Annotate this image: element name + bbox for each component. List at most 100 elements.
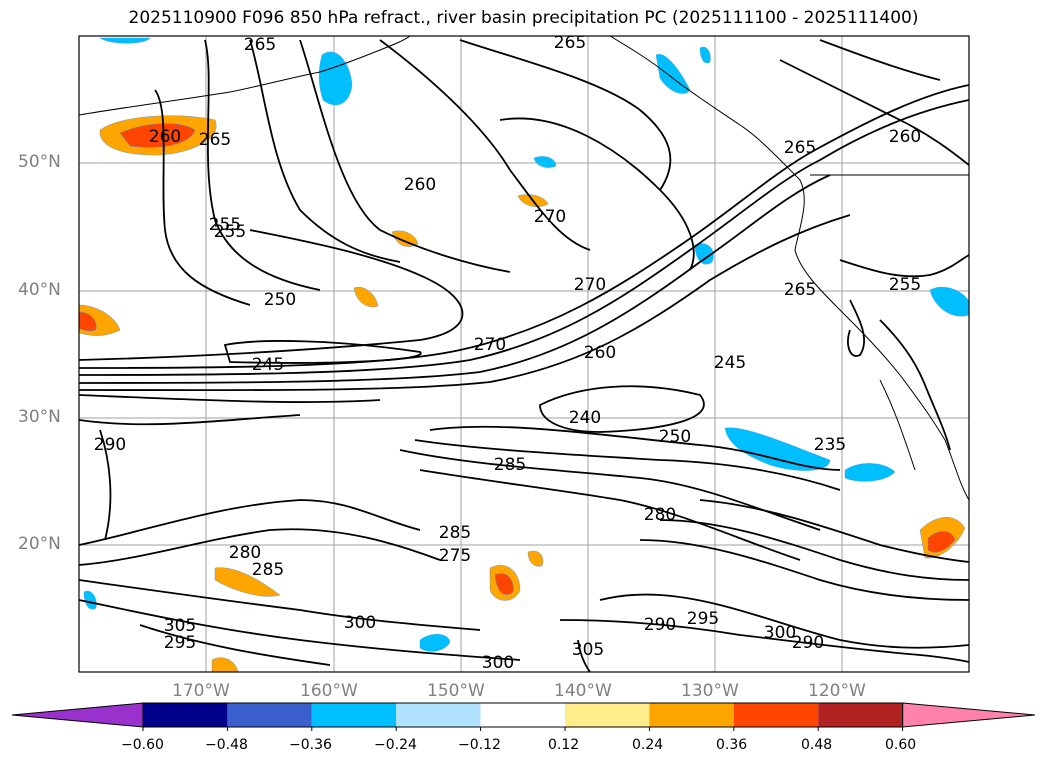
refractivity-contour [223, 340, 422, 364]
cbar-tick-label: 0.12 [548, 737, 580, 753]
colorbar-outline [142, 702, 904, 728]
refractivity-contour [79, 499, 421, 546]
refractivity-contour [639, 539, 969, 601]
contour-label: 305 [572, 640, 604, 660]
cbar-tick-label: 0.24 [632, 737, 664, 753]
contour-label: 270 [574, 275, 606, 295]
contour-label: 255 [209, 215, 241, 235]
contour-label: 275 [439, 546, 471, 566]
refractivity-contour [429, 425, 841, 471]
contour-label: 295 [687, 609, 719, 629]
colorbar-segment [311, 703, 397, 727]
refractivity-contour [659, 519, 969, 581]
refractivity-contour [299, 39, 511, 273]
refractivity-contour [154, 89, 251, 306]
cbar-tick-label: −0.48 [205, 737, 248, 753]
colorbar-segment [565, 703, 650, 727]
refractivity-contour [79, 229, 464, 361]
refractivity-contour [79, 84, 969, 369]
anomaly-patch [929, 286, 969, 317]
cbar-tick-label: −0.12 [458, 737, 501, 753]
contour-label: 245 [252, 355, 284, 375]
refractivity-contour [204, 39, 321, 291]
refractivity-contour [79, 174, 831, 384]
contour-label: 255 [889, 275, 921, 295]
refractivity-contour [414, 439, 841, 491]
anomaly-patch [533, 156, 557, 168]
refractivity-contour [459, 39, 672, 191]
lat-label-30n: 30°N [18, 407, 61, 427]
anomaly-patch [79, 311, 97, 332]
lon-label-150w: 150°W [427, 681, 485, 701]
anomaly-patch [119, 123, 196, 148]
cbar-tick-label: −0.60 [121, 737, 164, 753]
contour-label: 235 [814, 435, 846, 455]
anomaly-patch [844, 463, 896, 482]
contour-label: 250 [659, 427, 691, 447]
contour-label: 300 [344, 613, 376, 633]
cbar-tick-label: 0.60 [885, 737, 917, 753]
coastline [879, 379, 916, 471]
contour-label: 300 [764, 623, 796, 643]
colorbar-segment [227, 703, 312, 727]
anomaly-patch [318, 51, 353, 106]
lat-label-40n: 40°N [18, 280, 61, 300]
refractivity-contour [879, 319, 951, 451]
anomaly-patch [694, 243, 714, 265]
refractivity-contour [419, 469, 801, 561]
refractivity-contour [539, 385, 705, 433]
contour-label: 255 [214, 222, 246, 242]
refractivity-contour [839, 254, 969, 278]
colorbar-segment [396, 703, 481, 727]
refractivity-contour [99, 429, 112, 541]
lat-label-50n: 50°N [18, 152, 61, 172]
anomaly-patch [927, 531, 956, 553]
contour-label: 260 [584, 343, 616, 363]
contour-label: 265 [784, 280, 816, 300]
coastline [79, 36, 411, 116]
map-frame [78, 35, 970, 673]
anomaly-patch [527, 550, 544, 567]
colorbar-segment [649, 703, 734, 727]
contour-label: 260 [149, 127, 181, 147]
contour-label: 305 [164, 616, 196, 636]
lon-label-120w: 120°W [808, 681, 866, 701]
refractivity-contour [139, 624, 331, 666]
contour-label: 285 [494, 455, 526, 475]
colorbar-extend-max [902, 702, 1036, 728]
anomaly-patch [655, 54, 691, 94]
lon-label-140w: 140°W [554, 681, 612, 701]
map-title: 2025110900 F096 850 hPa refract., river … [128, 8, 919, 28]
contour-label: 265 [244, 35, 276, 55]
cbar-tick-label: −0.24 [374, 737, 417, 753]
refractivity-contour [79, 579, 481, 631]
contour-label: 270 [534, 207, 566, 227]
contour-label: 290 [792, 633, 824, 653]
contour-label: 265 [554, 33, 586, 53]
refractivity-contour [559, 619, 969, 663]
lon-label-160w: 160°W [300, 681, 358, 701]
refractivity-contour [249, 39, 401, 263]
contour-label: 270 [474, 335, 506, 355]
contour-label: 280 [644, 505, 676, 525]
anomaly-patch [699, 46, 711, 64]
refractivity-contour [79, 99, 969, 376]
anomaly-patch [99, 37, 151, 44]
contour-label: 295 [164, 633, 196, 653]
contour-label: 245 [714, 353, 746, 373]
refractivity-contour [847, 299, 865, 357]
refractivity-contour [79, 214, 851, 392]
contour-label: 260 [889, 127, 921, 147]
colorbar-segment [143, 703, 228, 727]
contour-label: 250 [264, 290, 296, 310]
anomaly-patch [391, 230, 419, 247]
contour-label: 300 [482, 653, 514, 673]
colorbar-segment [818, 703, 903, 727]
anomaly-patch [419, 634, 451, 652]
contour-label: 265 [784, 138, 816, 158]
contour-label: 285 [439, 523, 471, 543]
refractivity-contour [79, 394, 381, 403]
anomaly-patch [211, 657, 239, 672]
lon-label-130w: 130°W [681, 681, 739, 701]
